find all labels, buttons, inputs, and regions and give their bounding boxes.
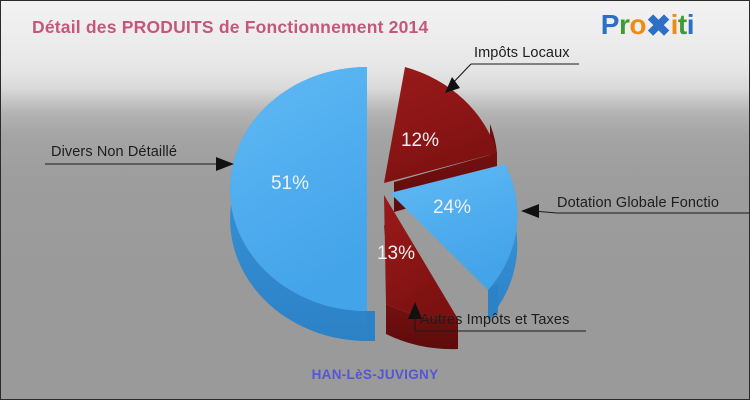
slice-impots-locaux[interactable] <box>384 67 497 183</box>
callout-label-impots-locaux: Impôts Locaux <box>474 45 570 61</box>
slice-value-autres: 13% <box>377 243 415 264</box>
slice-value-divers: 51% <box>271 173 309 194</box>
logo-letter-x: ✖ <box>645 10 671 43</box>
callout-arrowheads <box>216 77 539 319</box>
logo-letter-o: o <box>629 9 646 40</box>
logo-letter-p: P <box>600 9 620 40</box>
logo-letter-t: t <box>677 9 687 40</box>
slice-dotation[interactable] <box>390 164 518 290</box>
slice-autres[interactable] <box>384 195 458 320</box>
slice-value-impots-locaux: 12% <box>401 130 439 151</box>
proxiti-logo[interactable]: Pro✖iti <box>600 9 695 43</box>
callout-label-dotation: Dotation Globale Fonctio <box>557 195 719 211</box>
callout-label-divers: Divers Non Détaillé <box>51 144 177 160</box>
page-title: Détail des PRODUITS de Fonctionnement 20… <box>32 17 429 37</box>
slice-divers[interactable] <box>230 67 367 311</box>
logo-letter-r: r <box>618 9 630 40</box>
logo-letter-i2: i <box>686 9 695 40</box>
slice-value-dotation: 24% <box>433 197 471 218</box>
callout-label-autres: Autres Impôts et Taxes <box>420 312 570 328</box>
logo-letter-i1: i <box>670 9 679 40</box>
commune-caption: HAN-LèS-JUVIGNY <box>311 367 439 382</box>
